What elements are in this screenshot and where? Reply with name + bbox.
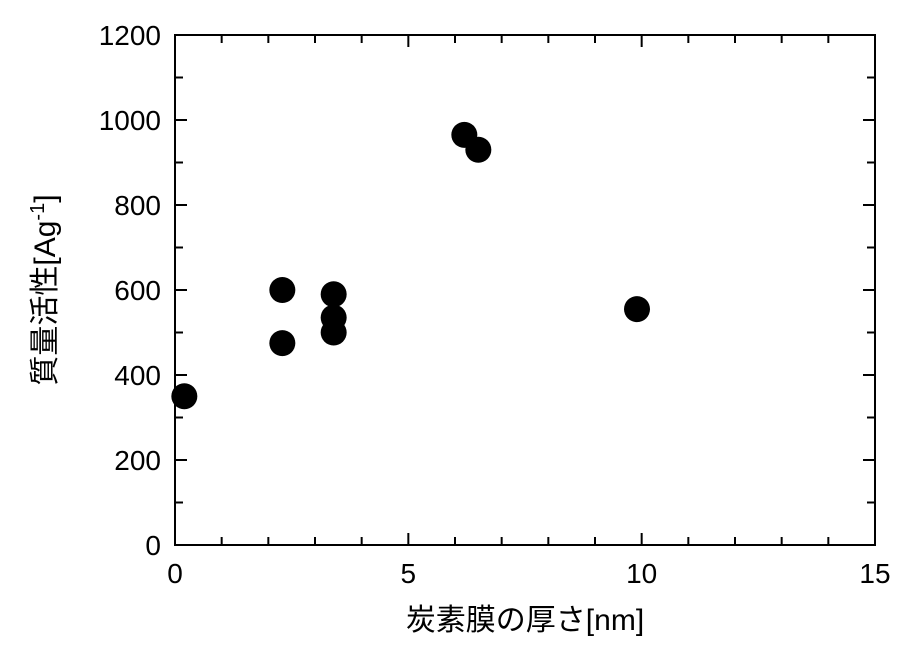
data-point (624, 296, 650, 322)
data-point (269, 330, 295, 356)
x-tick-label: 5 (401, 558, 417, 589)
x-tick-label: 10 (626, 558, 657, 589)
x-axis-label: 炭素膜の厚さ[nm] (406, 604, 644, 637)
y-tick-label: 1200 (99, 20, 161, 51)
y-tick-label: 200 (114, 445, 161, 476)
data-point (321, 320, 347, 346)
y-tick-label: 1000 (99, 105, 161, 136)
data-point (465, 137, 491, 163)
y-tick-label: 0 (145, 530, 161, 561)
y-axis-label-group: 質量活性[Ag-1] (27, 194, 62, 385)
scatter-chart: 0 5 10 15 0 200 400 600 800 1000 1200 炭素膜の厚さ[nm] 質量活… (0, 0, 910, 654)
data-point (321, 281, 347, 307)
y-tick-label: 800 (114, 190, 161, 221)
data-point (269, 277, 295, 303)
data-point (171, 383, 197, 409)
y-tick-label: 400 (114, 360, 161, 391)
y-tick-label: 600 (114, 275, 161, 306)
chart-svg: 0 5 10 15 0 200 400 600 800 1000 1200 炭素膜の厚さ[nm] 質量活… (0, 0, 910, 654)
x-tick-label: 15 (859, 558, 890, 589)
y-axis-label: 質量活性[Ag-1] (27, 194, 62, 385)
x-tick-label: 0 (167, 558, 183, 589)
